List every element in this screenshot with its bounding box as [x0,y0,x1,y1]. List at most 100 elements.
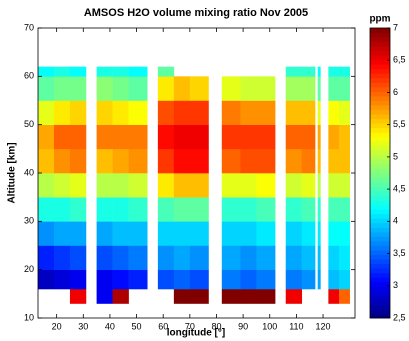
heat-cell [96,289,113,304]
colorbar-swatch [370,182,390,187]
colorbar-swatch [370,290,390,296]
heat-cell [96,124,113,150]
heat-cell [112,269,129,290]
heat-cell [128,269,148,290]
heat-cell [317,221,321,246]
heat-cell [221,100,241,125]
heat-cell [128,76,148,101]
colorbar-swatch [370,218,390,224]
colorbar-swatch [370,105,390,110]
heat-cell [69,221,87,246]
x-tick-label: 80 [211,321,221,331]
heat-cell [256,245,276,270]
heat-cell [285,124,303,150]
heat-cell [53,197,71,222]
heat-cell [96,76,113,101]
colorbar-swatch [370,281,390,287]
colorbar-swatch [370,159,390,165]
heat-cell [38,221,55,246]
heat-cell [256,148,276,174]
heat-cell [339,66,350,77]
heat-cell [157,66,175,77]
heat-cell [38,124,55,150]
colorbar-swatch [370,50,390,56]
chart-title: AMSOS H2O volume mixing ratio Nov 2005 [84,7,308,19]
colorbar-swatch [370,37,390,42]
heat-cell [112,124,129,150]
colorbar-swatch [370,82,390,88]
heat-cell [256,269,276,290]
colorbar-swatch [370,77,390,83]
heat-cell [69,76,87,101]
heat-cell [328,100,340,125]
heat-cell [69,197,87,222]
heat-cell [339,221,350,246]
colorbar-swatch [370,177,390,183]
heat-cell [38,245,55,270]
heat-cell [221,221,241,246]
y-tick-label: 10 [24,312,34,322]
heat-cell [38,197,55,222]
colorbar-swatch [370,222,390,228]
colorbar-swatch [370,59,390,65]
x-tick-label: 60 [158,321,168,331]
heat-cell [285,148,303,174]
heat-cell [128,124,148,150]
heat-cell [69,124,87,150]
colorbar-swatch [370,195,390,201]
colorbar-swatch [370,313,390,319]
heat-cell [53,173,71,198]
heat-cell [301,148,316,174]
heat-cell [96,269,113,290]
heat-cell [96,100,113,125]
colorbar-swatch [370,272,390,278]
colorbar-swatch [370,231,390,237]
colorbar-label: ppm [369,14,390,25]
heat-cell [339,76,350,101]
x-tick-label: 100 [262,321,277,331]
colorbar-swatch [370,118,390,124]
heat-cell [317,245,321,270]
heat-cell [317,100,321,125]
colorbar-swatch [370,277,390,283]
heat-cell [38,76,55,101]
heat-cell [317,124,321,150]
heat-cell [38,100,55,125]
heat-cell [301,245,316,270]
heat-cell [112,148,129,174]
heat-cell [157,269,175,290]
heat-cell [339,148,350,174]
heat-cell [96,221,113,246]
heat-cell [256,100,276,125]
heat-cell [240,245,257,270]
heat-cell [173,269,191,290]
colorbar-swatch [370,213,390,219]
colorbar-swatch [370,141,390,147]
colorbar-swatch [370,150,390,156]
heat-cell [128,245,148,270]
heat-cell [285,66,303,77]
heat-cell [240,124,257,150]
heat-cell [53,221,71,246]
colorbar-tick-label: 4 [393,216,398,226]
colorbar-swatch [370,136,390,142]
colorbar-swatch [370,254,390,260]
y-axis-label: Altitude [km] [7,142,18,203]
heat-cell [189,100,209,125]
heat-cell [317,66,321,77]
heat-cell [173,148,191,174]
colorbar-swatch [370,132,390,138]
x-tick-label: 40 [105,321,115,331]
heat-cell [69,66,87,77]
heat-cell [112,66,129,77]
heat-cell [69,148,87,174]
heat-cell [96,148,113,174]
heat-cell [317,76,321,101]
heat-cell [38,66,55,77]
heat-cell [328,245,340,270]
heat-cell [301,221,316,246]
heat-cell [339,197,350,222]
heat-cell [339,269,350,290]
heat-cell [256,221,276,246]
heat-cell [221,197,241,222]
